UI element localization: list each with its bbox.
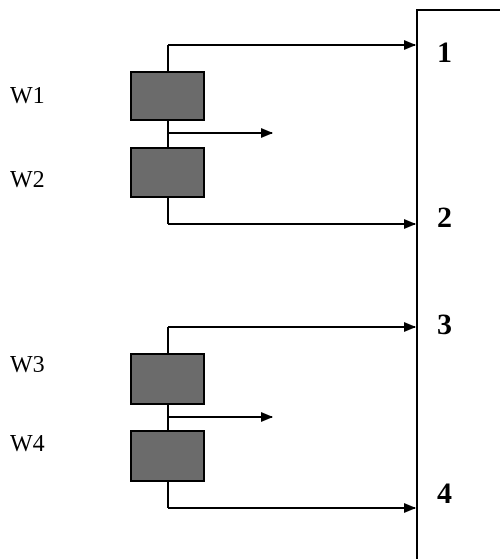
terminal-label-3: 3 <box>437 308 452 341</box>
terminal-label-2: 2 <box>437 201 452 234</box>
terminal-panel <box>416 9 500 559</box>
winding-label-w1: W1 <box>10 83 45 109</box>
winding-label-w2: W2 <box>10 167 45 193</box>
terminal-label-1: 1 <box>437 36 452 69</box>
winding-label-w3: W3 <box>10 352 45 378</box>
winding-w2 <box>130 147 205 198</box>
winding-label-w4: W4 <box>10 431 45 457</box>
winding-w4 <box>130 430 205 482</box>
winding-w1 <box>130 71 205 121</box>
terminal-label-4: 4 <box>437 477 452 510</box>
winding-w3 <box>130 353 205 405</box>
